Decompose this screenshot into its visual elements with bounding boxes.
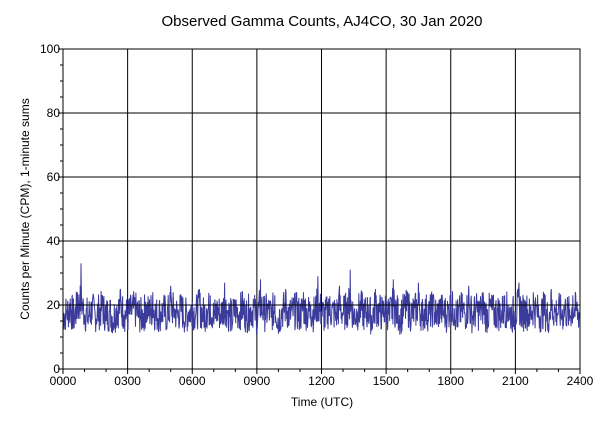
chart-title: Observed Gamma Counts, AJ4CO, 30 Jan 202… (162, 13, 483, 30)
y-tick-label-0: 0 (53, 362, 60, 376)
x-tick-label-0300: 0300 (114, 374, 141, 388)
minor-ticks (58, 48, 581, 374)
x-tick-label-0600: 0600 (179, 374, 206, 388)
plot-frame (62, 48, 581, 370)
series-line-gamma-counts (62, 263, 581, 335)
x-tick-labels: 0000 0300 0600 0900 1200 1500 1800 2100 2400 (50, 374, 594, 388)
y-tick-label-100: 100 (40, 42, 60, 56)
y-axis-label: Counts per Minute (CPM), 1-minute sums (18, 98, 32, 319)
x-tick-label-2400: 2400 (567, 374, 594, 388)
x-tick-label-1500: 1500 (373, 374, 400, 388)
y-tick-labels: 0 20 40 60 80 100 (40, 42, 60, 376)
x-tick-label-0900: 0900 (244, 374, 271, 388)
x-tick-label-0000: 0000 (50, 374, 77, 388)
x-tick-label-1200: 1200 (308, 374, 335, 388)
y-tick-label-60: 60 (47, 170, 61, 184)
x-axis-label: Time (UTC) (291, 395, 353, 409)
x-tick-label-1800: 1800 (437, 374, 464, 388)
y-tick-label-20: 20 (47, 298, 61, 312)
x-tick-label-2100: 2100 (502, 374, 529, 388)
y-tick-label-80: 80 (47, 106, 61, 120)
y-tick-label-40: 40 (47, 234, 61, 248)
